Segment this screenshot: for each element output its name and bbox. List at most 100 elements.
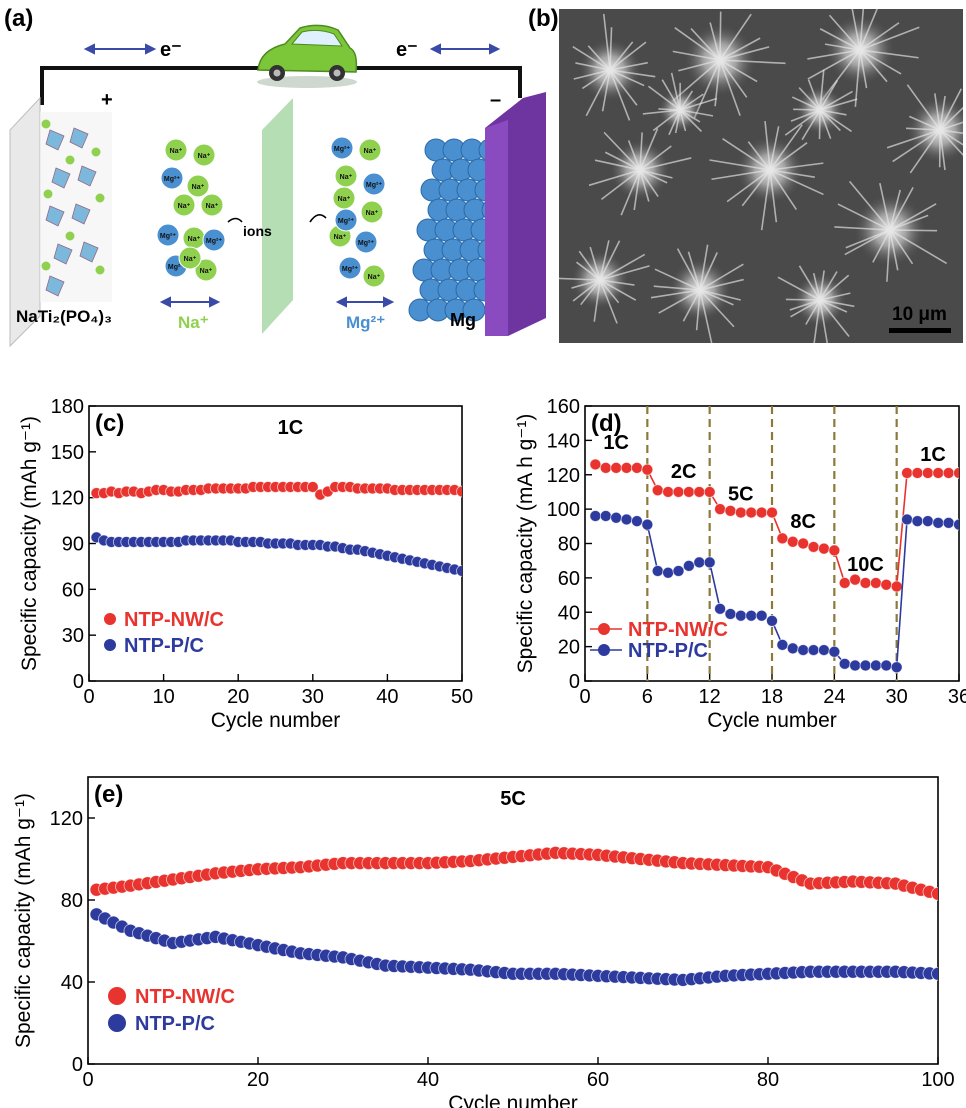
nanowire-strand (939, 129, 963, 146)
nanowire-strand (939, 121, 963, 131)
y-tick-label: 60 (558, 568, 580, 590)
nanowire-strand (578, 250, 601, 281)
nanowire-strand (719, 59, 758, 83)
nanowire-strand (872, 229, 891, 263)
nanowire-strand (679, 97, 718, 111)
y-tick-label: 120 (50, 808, 83, 830)
nanowire-strand (819, 299, 855, 308)
nanowire-strand (889, 229, 938, 232)
data-point (620, 461, 633, 474)
nanowire-strand (854, 49, 861, 107)
y-tick-label: 40 (558, 602, 580, 624)
nanowire-strand (599, 240, 610, 281)
nanowire-strand (589, 246, 601, 281)
data-point (672, 486, 685, 498)
nanowire-strand (719, 59, 741, 116)
series-layer (589, 458, 959, 674)
data-point (901, 513, 913, 526)
nanowire-strand (599, 240, 621, 281)
rate-label: 1C (603, 432, 629, 454)
magnesium-ion-ball (330, 136, 354, 160)
y-axis-label: Specific capacity (mAh g⁻¹) (12, 793, 35, 1048)
data-point (651, 565, 664, 577)
ion-ball-label: Na⁺ (338, 196, 351, 203)
sodium-ion-ball (194, 258, 218, 282)
series-ntp-p-c (90, 531, 462, 577)
rate-label: 2C (671, 461, 697, 483)
nanowire-strand (695, 289, 701, 331)
nanowire-strand (653, 285, 701, 291)
ion-ball-label: Na⁺ (366, 210, 379, 217)
data-point (456, 485, 462, 498)
series-ntp-nw-c (90, 481, 462, 501)
crystal-lattice-pattern (45, 127, 99, 297)
ion-ball-label: Na⁺ (364, 148, 377, 155)
electric-car-icon (257, 24, 358, 88)
nanowire-strand (609, 41, 647, 71)
nanowire-strand (747, 141, 771, 171)
nanowire-strand (609, 69, 638, 106)
cathode-label: NaTi₂(PO₄)₃ (16, 307, 112, 326)
sodium-ion-ball (360, 200, 384, 224)
nanowire-strand (798, 87, 821, 111)
electrolyte-ions-left: Na⁺Na⁺Mg²⁺Na⁺Na⁺ Na⁺Mg²⁺ Na⁺ Mg²⁺Mg²⁺Na⁺Na⁺ (156, 138, 226, 282)
nanowire-strand (600, 169, 641, 200)
y-tick-label: 120 (547, 465, 580, 487)
nanowire-strand (599, 279, 620, 304)
nanowire-strand (679, 93, 704, 111)
sodium-ion-label: Na⁺ (178, 313, 209, 332)
nanowire-strand (679, 109, 687, 132)
y-tick-label: 160 (547, 396, 580, 418)
ion-ball-label: Mg²⁺ (164, 176, 180, 183)
data-point (911, 467, 924, 479)
data-point (703, 556, 716, 569)
nanowire-strand (819, 270, 825, 301)
nanowire-strand (699, 263, 744, 291)
ions-label: ions (243, 223, 272, 239)
sodium-ion-ball (186, 174, 210, 198)
data-point (631, 515, 643, 528)
nanowire-strand (859, 26, 920, 51)
positive-terminal: + (101, 89, 113, 111)
data-point (869, 577, 882, 589)
nanowire-strand (722, 138, 771, 171)
nanowire-strand (819, 274, 850, 301)
data-point (953, 518, 959, 531)
y-tick-label: 0 (73, 671, 84, 693)
nanowire-strand (939, 95, 946, 131)
x-tick-label: 10 (152, 686, 174, 708)
data-point (714, 503, 726, 516)
nanowire-strand (639, 169, 668, 184)
series-ntp-p-c (589, 510, 959, 674)
nanowire-strand (908, 115, 941, 131)
nanowire-strand (687, 251, 701, 291)
data-point (890, 580, 903, 593)
nanowire-strand (824, 43, 861, 51)
panel-a-schematic: (a) e⁻ e⁻ + – (4, 5, 546, 348)
x-tick-label: 20 (227, 686, 249, 708)
nanowire-strand (791, 96, 821, 111)
nanowire-strand (851, 9, 861, 51)
x-axis-label: Cycle number (707, 709, 837, 732)
data-point (693, 486, 706, 498)
data-point (724, 608, 737, 620)
nanowire-strand (639, 169, 659, 198)
sodium-ion-ball (192, 143, 216, 167)
nanowire-strand (679, 109, 714, 117)
data-point (662, 566, 675, 579)
ion-ball-label: Mg²⁺ (160, 233, 176, 240)
nanowire-strand (587, 45, 611, 71)
data-point (306, 481, 319, 493)
nanowire-strand (679, 109, 703, 133)
ion-ball-label: Mg²⁺ (334, 146, 350, 153)
nanowire-strand (760, 169, 771, 231)
data-point (807, 644, 820, 656)
nanowire-strand (676, 248, 701, 291)
nanowire-strand (909, 129, 941, 174)
nanowire-strand (599, 253, 646, 281)
nanowire-strand (769, 126, 780, 171)
nanowire-strand (939, 129, 946, 171)
nanowire-strand (572, 279, 601, 302)
nanowire-strand (609, 69, 656, 78)
data-point (589, 458, 602, 471)
